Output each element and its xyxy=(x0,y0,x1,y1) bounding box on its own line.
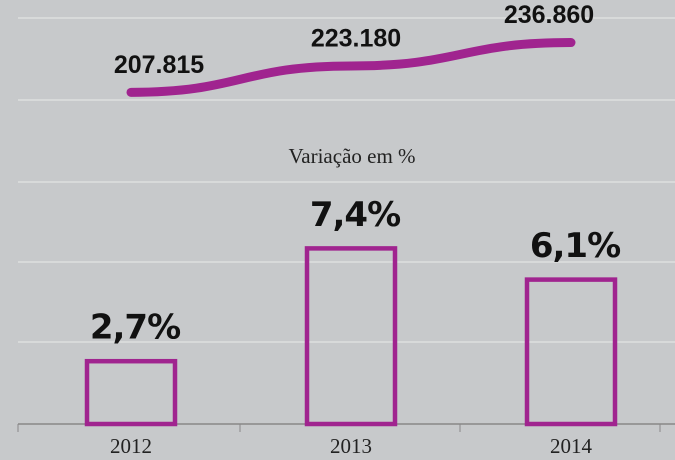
x-tick-label: 2014 xyxy=(550,434,593,458)
data-label: 207.815 xyxy=(114,51,204,79)
data-label: 2,7% xyxy=(90,308,180,348)
background-grid xyxy=(18,17,675,343)
x-tick-label: 2013 xyxy=(330,434,372,458)
line xyxy=(126,38,576,97)
subtitle: Variação em % xyxy=(288,144,415,168)
data-label: 6,1% xyxy=(530,226,620,266)
bar xyxy=(84,358,178,427)
data-label: 236.860 xyxy=(504,1,594,29)
bar xyxy=(524,277,618,427)
data-label: 223.180 xyxy=(311,25,401,53)
bar xyxy=(304,246,398,427)
x-tick-label: 2012 xyxy=(110,434,152,458)
data-label: 7,4% xyxy=(310,195,400,235)
